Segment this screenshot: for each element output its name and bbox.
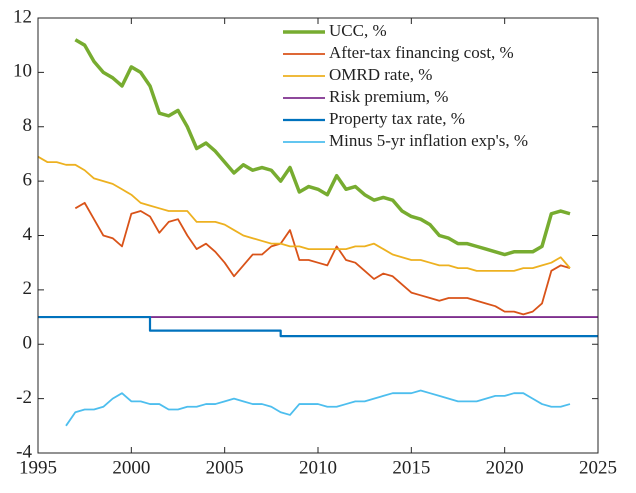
y-tick-label: -2 <box>16 387 32 408</box>
series-line <box>74 201 571 316</box>
x-tick-label: 2020 <box>486 457 524 478</box>
series-line <box>74 38 571 257</box>
x-tick-label: 1995 <box>19 457 57 478</box>
legend-label: Property tax rate, % <box>329 109 465 128</box>
legend-label: OMRD rate, % <box>329 65 432 84</box>
y-tick-label: 6 <box>23 169 33 190</box>
x-tick-label: 2010 <box>299 457 337 478</box>
x-tick-label: 2005 <box>206 457 244 478</box>
series-line <box>37 155 571 272</box>
y-tick-label: 8 <box>23 115 33 136</box>
legend-label: Minus 5-yr inflation exp's, % <box>329 131 528 150</box>
y-tick-label: -4 <box>16 441 32 462</box>
y-tick-label: 10 <box>13 61 32 82</box>
x-tick-label: 2015 <box>392 457 430 478</box>
legend-label: UCC, % <box>329 21 387 40</box>
series-line <box>38 315 598 338</box>
x-tick-label: 2025 <box>579 457 617 478</box>
x-tick-label: 2000 <box>112 457 150 478</box>
series-line <box>65 389 571 427</box>
y-tick-label: 12 <box>13 6 32 27</box>
legend-label: Risk premium, % <box>329 87 448 106</box>
y-tick-label: 4 <box>23 224 33 245</box>
y-tick-label: 0 <box>23 333 33 354</box>
y-tick-label: 2 <box>23 278 33 299</box>
legend-label: After-tax financing cost, % <box>329 43 514 62</box>
